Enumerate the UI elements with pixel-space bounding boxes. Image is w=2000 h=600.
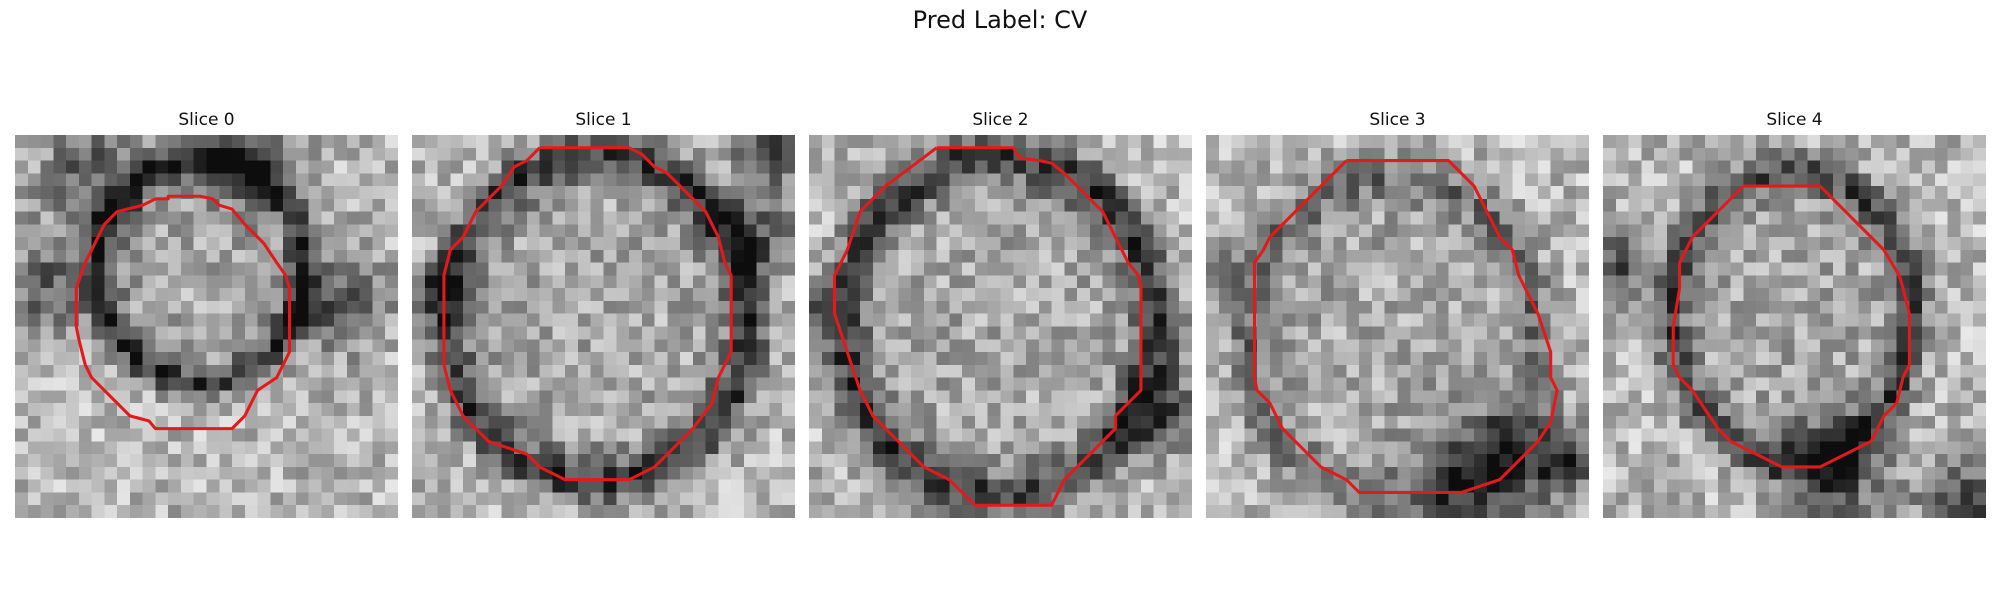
slice-title-1: Slice 1: [575, 110, 632, 130]
contour-overlay-2: [833, 146, 1143, 507]
slice-pixels-4: [1603, 135, 1986, 518]
contour-overlay-3: [1252, 159, 1559, 494]
slice-image-2: [809, 135, 1192, 518]
predicted-contour-2: [833, 146, 1143, 507]
slice-title-2: Slice 2: [972, 110, 1029, 130]
predicted-contour-1: [442, 146, 733, 482]
slice-panel-0: Slice 0: [15, 108, 398, 518]
predicted-contour-0: [74, 194, 292, 431]
slice-title-3: Slice 3: [1369, 110, 1426, 130]
slice-image-1: [412, 135, 795, 518]
slice-image-3: [1206, 135, 1589, 518]
predicted-contour-3: [1252, 159, 1559, 494]
contour-overlay-0: [74, 194, 292, 431]
contour-overlay-4: [1671, 184, 1911, 469]
slice-panel-3: Slice 3: [1206, 108, 1589, 518]
slice-panel-4: Slice 4: [1603, 108, 1986, 518]
figure-title: Pred Label: CV: [912, 6, 1088, 34]
slice-panel-2: Slice 2: [809, 108, 1192, 518]
slice-title-4: Slice 4: [1766, 110, 1823, 130]
predicted-contour-4: [1671, 184, 1911, 469]
slice-image-0: [15, 135, 398, 518]
slice-title-0: Slice 0: [178, 110, 235, 130]
slice-image-4: [1603, 135, 1986, 518]
slice-panel-1: Slice 1: [412, 108, 795, 518]
contour-overlay-1: [442, 146, 733, 482]
